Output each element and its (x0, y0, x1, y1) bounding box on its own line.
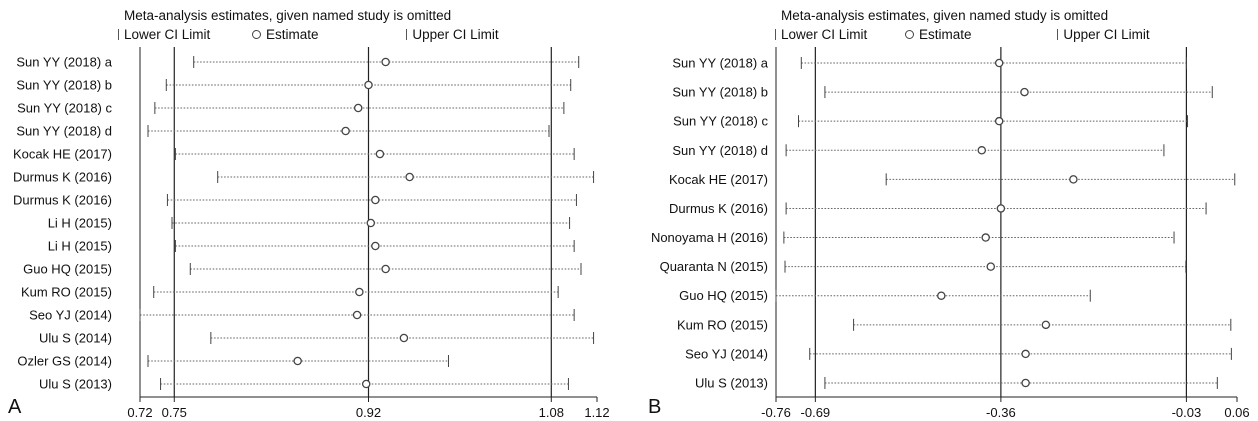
legend-estimate: Estimate (252, 27, 319, 42)
upper-ci-marker-icon (406, 29, 408, 40)
forest-plot-panel-a: Meta-analysis estimates, given named stu… (8, 8, 610, 420)
estimate-point (371, 241, 380, 251)
panel-a-legend: Lower CI Limit Estimate Upper CI Limit (118, 27, 499, 42)
study-label: Sun YY (2018) b (16, 78, 112, 93)
legend-lower-ci-label: Lower CI Limit (124, 27, 211, 42)
estimate-point (994, 58, 1004, 68)
estimate-marker-icon (252, 30, 262, 39)
study-label: Durmus K (2016) (13, 193, 112, 208)
x-tick-label: 1.12 (584, 405, 609, 420)
estimate-point (366, 218, 376, 228)
study-label: Nonoyama H (2016) (651, 230, 768, 245)
estimate-point (1069, 175, 1078, 184)
x-tick-label: 0.72 (127, 405, 152, 420)
study-label: Ulu S (2014) (39, 331, 112, 346)
legend-estimate-label: Estimate (266, 27, 319, 42)
estimate-point (1021, 349, 1030, 359)
forest-plot-panel-b: Meta-analysis estimates, given named stu… (629, 0, 1258, 421)
panel-b-legend: Lower CI Limit Estimate Upper CI Limit (775, 27, 1150, 42)
study-label: Guo HQ (2015) (679, 288, 768, 303)
x-tick-label: -0.36 (986, 405, 1016, 420)
study-label: Sun YY (2018) c (17, 101, 112, 116)
estimate-point (405, 172, 414, 182)
legend-estimate-label: Estimate (919, 27, 972, 42)
study-label: Kum RO (2015) (21, 285, 112, 300)
study-label: Ozler GS (2014) (17, 354, 112, 369)
study-label: Ulu S (2013) (695, 376, 768, 391)
x-tick-label: -0.76 (761, 405, 791, 420)
study-label: Durmus K (2016) (669, 201, 768, 216)
study-label: Li H (2015) (48, 216, 112, 231)
estimate-point (996, 204, 1006, 213)
study-label: Sun YY (2018) a (672, 56, 768, 71)
legend-upper-ci: Upper CI Limit (406, 27, 499, 42)
estimate-point (977, 146, 987, 155)
panel-b-title: Meta-analysis estimates, given named stu… (781, 8, 1109, 23)
study-label: Seo YJ (2014) (29, 308, 112, 323)
estimate-point (341, 126, 350, 136)
study-label: Sun YY (2018) d (672, 143, 768, 158)
study-label: Sun YY (2018) c (673, 114, 768, 129)
legend-lower-ci-label: Lower CI Limit (781, 27, 868, 42)
study-label: Sun YY (2018) d (16, 124, 112, 139)
estimate-point (353, 103, 363, 113)
study-label: Kocak HE (2017) (669, 172, 768, 187)
estimate-point (1041, 320, 1051, 330)
estimate-point (371, 195, 380, 205)
study-label: Ulu S (2013) (39, 377, 112, 392)
panel-a-title: Meta-analysis estimates, given named stu… (124, 8, 452, 23)
estimate-point (399, 333, 409, 343)
estimate-point (986, 262, 996, 271)
upper-ci-marker-icon (1057, 29, 1059, 40)
legend-lower-ci: Lower CI Limit (775, 27, 867, 42)
study-label: Kocak HE (2017) (13, 147, 112, 162)
estimate-marker-icon (905, 30, 915, 39)
estimate-point (355, 287, 364, 297)
estimate-point (981, 233, 990, 242)
x-tick-label: 1.08 (539, 405, 564, 420)
panel-a-label: A (8, 396, 22, 418)
estimate-point (381, 264, 390, 274)
legend-upper-ci: Upper CI Limit (1057, 27, 1150, 42)
estimate-point (352, 310, 362, 320)
lower-ci-marker-icon (118, 29, 119, 40)
estimate-point (364, 80, 373, 90)
panel-a-plot: 0.72 0.75 0.92 1.08 1.12 Sun YY (2018) a Sun Y… (13, 47, 610, 420)
panel-b-plot: -0.76 -0.69 -0.36 -0.03 0.06 Sun YY (2018) a S… (651, 47, 1250, 420)
x-tick-label: 0.75 (162, 405, 187, 420)
study-label: Li H (2015) (48, 239, 112, 254)
study-label: Kum RO (2015) (677, 317, 768, 332)
estimate-point (381, 57, 390, 67)
estimate-point (375, 149, 385, 159)
study-label: Sun YY (2018) a (16, 55, 112, 70)
legend-lower-ci: Lower CI Limit (118, 27, 210, 42)
study-label: Durmus K (2016) (13, 170, 112, 185)
estimate-point (1020, 87, 1029, 97)
estimate-point (937, 291, 946, 300)
panel-b-label: B (648, 396, 662, 418)
estimate-point (361, 379, 371, 389)
lower-ci-marker-icon (775, 29, 776, 40)
legend-estimate: Estimate (905, 27, 972, 42)
study-label: Guo HQ (2015) (23, 262, 112, 277)
x-tick-label: 0.06 (1224, 405, 1249, 420)
x-tick-label: 0.92 (356, 405, 381, 420)
estimate-point (994, 116, 1004, 126)
study-label: Seo YJ (2014) (685, 346, 768, 361)
x-tick-label: -0.03 (1172, 405, 1202, 420)
x-tick-label: -0.69 (801, 405, 831, 420)
estimate-point (1021, 378, 1030, 388)
study-label: Sun YY (2018) b (672, 85, 768, 100)
estimate-point (293, 356, 302, 366)
study-label: Quaranta N (2015) (660, 259, 768, 274)
legend-upper-ci-label: Upper CI Limit (1063, 27, 1150, 42)
legend-upper-ci-label: Upper CI Limit (412, 27, 499, 42)
